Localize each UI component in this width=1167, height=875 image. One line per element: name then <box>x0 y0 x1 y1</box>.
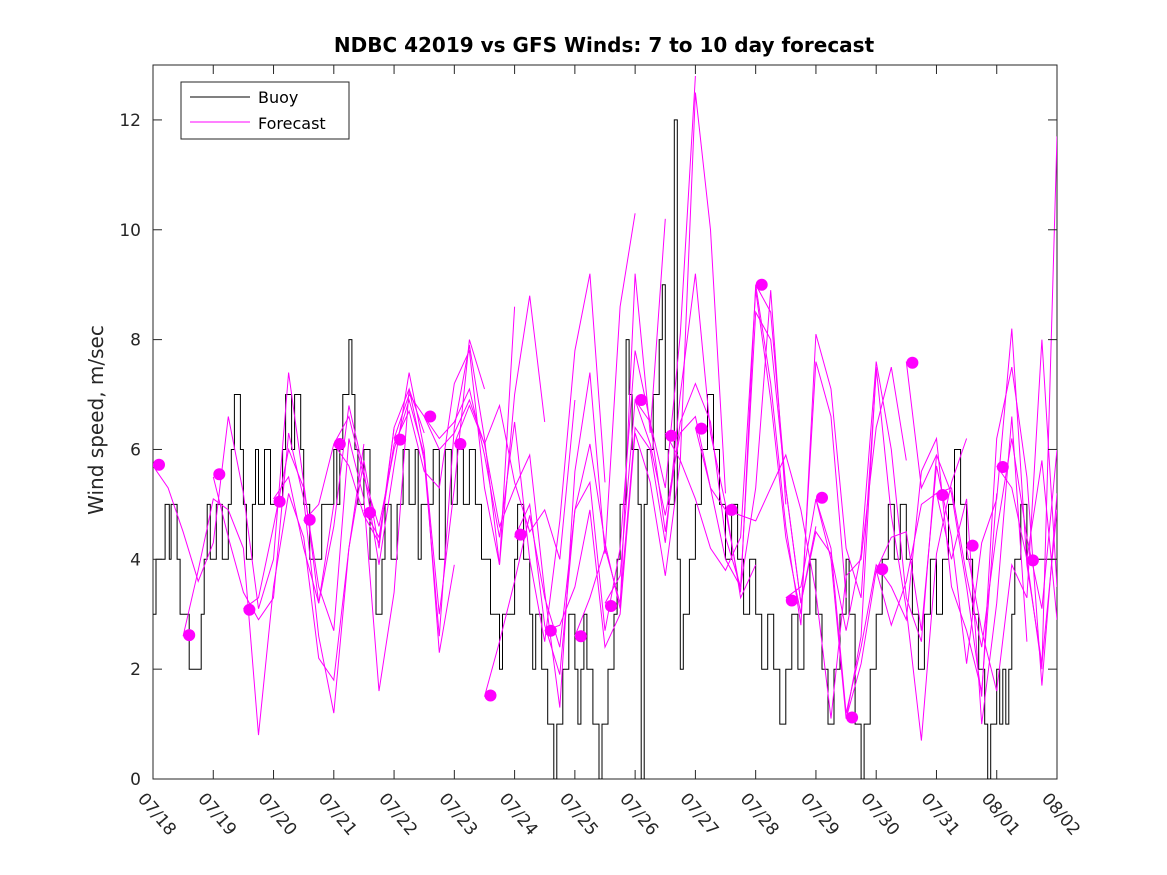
forecast-start-marker-25 <box>876 563 889 576</box>
forecast-start-marker-13 <box>514 528 527 541</box>
legend: Buoy Forecast <box>180 81 350 140</box>
forecast-start-marker-30 <box>1026 554 1039 567</box>
y-tick-label: 12 <box>119 111 141 131</box>
forecast-start-marker-7 <box>333 438 346 450</box>
forecast-run-line-13 <box>514 75 696 675</box>
forecast-start-marker-18 <box>665 429 678 442</box>
buoy-series-line <box>153 119 1057 779</box>
forecast-run-line-4 <box>243 388 425 692</box>
forecast-run-line-15 <box>574 273 757 637</box>
forecast-start-marker-8 <box>364 506 376 519</box>
forecast-start-marker-22 <box>785 594 798 607</box>
forecast-start-marker-21 <box>755 278 768 291</box>
forecast-start-marker-16 <box>605 600 617 612</box>
forecast-start-marker-5 <box>273 495 286 508</box>
forecast-start-marker-10 <box>424 410 437 423</box>
forecast-run-line-8 <box>363 295 546 565</box>
y-tick-label: 8 <box>130 331 141 351</box>
forecast-start-marker-15 <box>574 630 587 643</box>
y-tick-label: 2 <box>130 660 141 680</box>
forecast-start-marker-2 <box>183 629 196 642</box>
forecast-start-marker-28 <box>966 539 979 552</box>
y-tick-label: 10 <box>119 221 141 241</box>
forecast-start-marker-24 <box>846 711 859 724</box>
forecast-run-line-5 <box>273 372 455 653</box>
chart-title: NDBC 42019 vs GFS Winds: 7 to 10 day for… <box>334 33 875 57</box>
forecast-run-line-21 <box>755 284 937 642</box>
y-tick-label: 4 <box>130 550 141 570</box>
forecast-start-marker-19 <box>695 422 708 435</box>
forecast-start-marker-26 <box>906 356 919 369</box>
legend-buoy-label: Buoy <box>258 88 298 107</box>
forecast-run-line-11 <box>453 213 636 708</box>
axes-box <box>152 64 1058 780</box>
legend-box <box>180 81 350 140</box>
forecast-start-marker-17 <box>635 394 648 406</box>
forecast-run-line-28 <box>966 339 1057 692</box>
forecast-start-marker-23 <box>816 491 828 504</box>
forecast-start-marker-27 <box>936 489 949 501</box>
forecast-start-marker-14 <box>544 624 557 637</box>
y-axis-label: Wind speed, m/sec <box>84 325 108 515</box>
forecast-run-line-10 <box>423 273 606 642</box>
forecast-run-line-1 <box>153 372 335 609</box>
forecast-run-line-20 <box>725 366 907 719</box>
y-tick-label: 0 <box>130 770 141 790</box>
forecast-start-marker-9 <box>394 433 407 446</box>
legend-forecast-label: Forecast <box>258 114 326 133</box>
plot-area <box>152 64 1058 780</box>
forecast-run-line-3 <box>212 427 395 714</box>
forecast-start-marker-12 <box>484 689 497 702</box>
forecast-start-marker-6 <box>303 513 316 526</box>
forecast-run-line-25 <box>875 328 1057 664</box>
forecast-start-marker-11 <box>454 438 467 450</box>
forecast-run-line-27 <box>936 438 1057 648</box>
y-axis-ticks: 0 2 4 6 8 10 12 <box>119 111 1057 790</box>
forecast-start-marker-4 <box>243 603 256 616</box>
y-tick-label: 6 <box>130 440 141 460</box>
forecast-run-line-23 <box>815 436 998 714</box>
forecast-run-line-2 <box>182 443 365 736</box>
forecast-start-marker-29 <box>996 461 1009 473</box>
forecast-run-line-7 <box>333 306 516 637</box>
forecast-start-marker-3 <box>213 468 226 481</box>
forecast-start-marker-1 <box>153 458 165 471</box>
forecast-run-line-26 <box>905 361 1057 697</box>
forecast-start-marker-20 <box>725 503 738 516</box>
forecast-run-line-30 <box>1026 460 1057 620</box>
